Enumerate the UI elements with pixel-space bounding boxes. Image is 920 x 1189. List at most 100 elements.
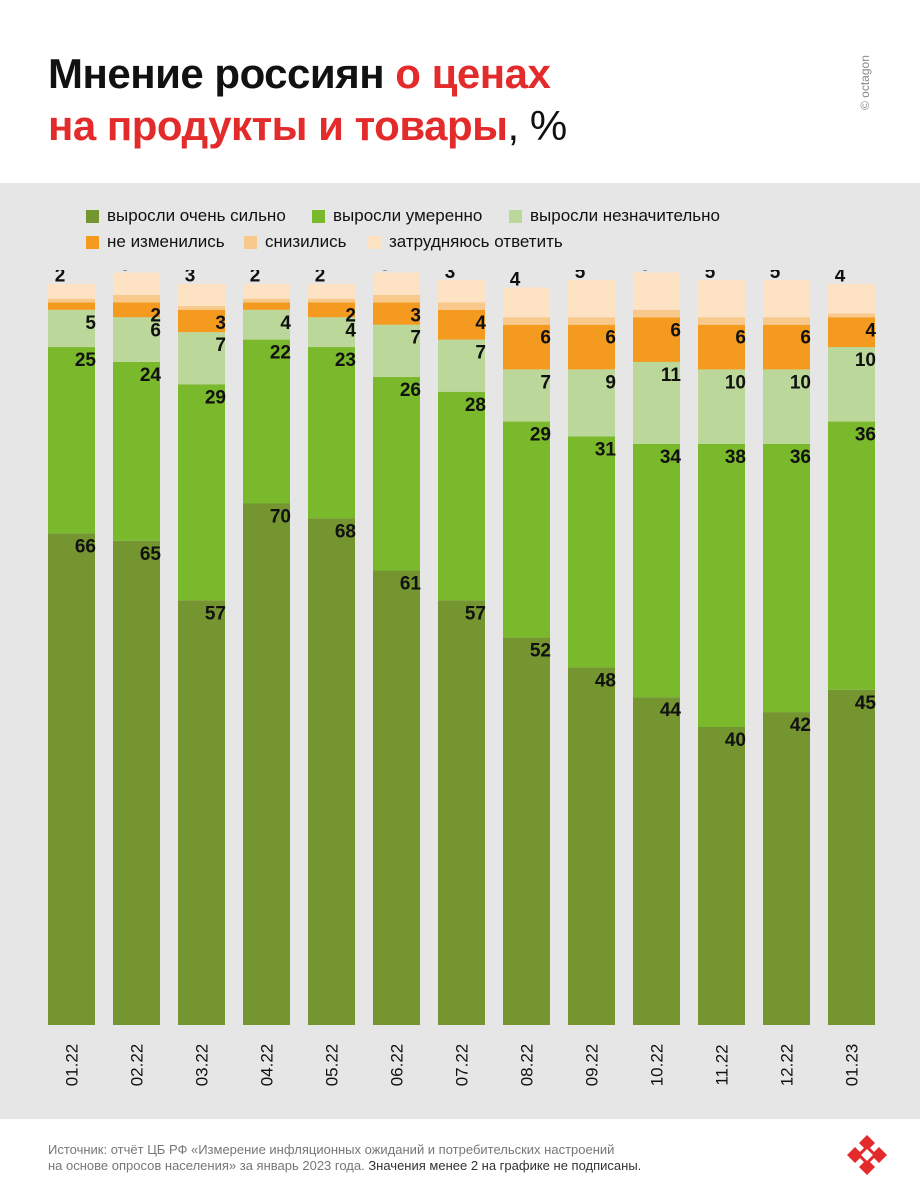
bar-segment	[373, 570, 420, 1025]
data-label: 5	[640, 270, 651, 276]
legend-label: выросли очень сильно	[107, 206, 286, 225]
data-label: 2	[315, 270, 326, 287]
bar-segment	[633, 697, 680, 1025]
footer-source: Источник: отчёт ЦБ РФ «Измерение инфляци…	[48, 1142, 808, 1174]
data-label: 5	[705, 270, 716, 283]
data-label: 36	[790, 447, 811, 468]
bar-segment	[828, 347, 875, 422]
legend-label: не изменились	[107, 232, 225, 251]
bar-segment	[308, 317, 355, 348]
data-label: 4	[510, 270, 521, 290]
data-label: 68	[335, 521, 356, 542]
data-label: 44	[660, 700, 682, 721]
bar-segment	[698, 324, 745, 370]
title-part-1: Мнение россиян	[48, 50, 396, 97]
x-tick-label: 03.22	[193, 1044, 212, 1087]
bar-segment	[48, 298, 95, 303]
x-tick-label: 11.22	[713, 1044, 732, 1085]
x-tick-label: 10.22	[648, 1044, 667, 1087]
bar-segment	[763, 712, 810, 1025]
legend-label: снизились	[265, 232, 347, 251]
data-label: 5	[575, 270, 586, 283]
legend-item-moderate: выросли умеренно	[312, 206, 482, 226]
data-label: 61	[400, 574, 422, 595]
bar-segment	[438, 391, 485, 601]
title-part-3: на продукты и товары	[48, 102, 508, 149]
data-label: 40	[725, 730, 746, 751]
x-tick-label: 01.22	[63, 1044, 82, 1087]
legend-swatch	[244, 235, 257, 249]
x-tick-label: 01.23	[843, 1044, 862, 1087]
bar-segment	[308, 518, 355, 1025]
bar-segment	[373, 324, 420, 377]
bar-segment	[568, 280, 615, 318]
bar-segment	[178, 283, 225, 307]
bar-segment	[373, 294, 420, 303]
bar-segment	[503, 287, 550, 318]
bar-segment	[308, 302, 355, 318]
data-label: 4	[280, 313, 291, 334]
data-label: 4	[835, 270, 846, 287]
bar-segment	[178, 306, 225, 310]
legend-swatch	[312, 209, 325, 223]
bar-segment	[503, 369, 550, 422]
data-label: 10	[790, 372, 811, 393]
legend-item-decreased: снизились	[244, 232, 346, 252]
data-label: 22	[270, 343, 291, 364]
bar-segment	[178, 332, 225, 385]
data-label: 45	[855, 693, 877, 714]
bar-segment	[828, 283, 875, 314]
bar-segment	[243, 302, 290, 310]
bar-segment	[113, 361, 160, 541]
bar-segment	[568, 436, 615, 668]
data-label: 7	[475, 343, 486, 364]
bar-segment	[48, 533, 95, 1025]
data-label: 65	[140, 544, 162, 565]
data-label: 11	[661, 365, 682, 386]
bar-segment	[633, 309, 680, 318]
data-label: 3	[120, 270, 131, 276]
data-label: 66	[75, 536, 96, 557]
bar-segment	[113, 540, 160, 1025]
bar-segment	[568, 667, 615, 1025]
data-label: 6	[605, 328, 616, 349]
legend-item-unchanged: не изменились	[86, 232, 225, 252]
bar-segment	[503, 324, 550, 370]
bar-segment	[763, 317, 810, 325]
bar-segment	[438, 302, 485, 310]
x-tick-label: 06.22	[388, 1044, 407, 1087]
legend-item-strong: выросли очень сильно	[86, 206, 286, 226]
bar-segment	[633, 317, 680, 362]
data-label: 31	[595, 439, 617, 460]
bar-segment	[763, 443, 810, 713]
bar-segment	[828, 313, 875, 318]
legend-item-slight: выросли незначительно	[509, 206, 720, 226]
data-label: 38	[725, 447, 746, 468]
bar-segment	[113, 294, 160, 303]
legend-swatch	[509, 209, 522, 223]
bar-segment	[243, 298, 290, 303]
bar-segment	[113, 302, 160, 318]
data-label: 5	[85, 313, 96, 334]
bar-segment	[178, 384, 225, 601]
bar-segment	[243, 283, 290, 299]
data-label: 57	[205, 603, 226, 624]
legend-item-dont-know: затрудняюсь ответить	[368, 232, 563, 252]
credit-watermark: © octagon	[858, 55, 872, 110]
bar-segment	[568, 317, 615, 325]
bar-segment	[438, 280, 485, 303]
bar-segment	[698, 443, 745, 727]
data-label: 7	[540, 372, 551, 393]
data-label: 4	[865, 320, 876, 341]
title-part-2: о ценах	[395, 50, 551, 97]
octagon-logo-icon	[847, 1135, 887, 1175]
data-label: 48	[595, 670, 616, 691]
data-label: 10	[725, 372, 746, 393]
bar-segment	[438, 600, 485, 1025]
legend-label: затрудняюсь ответить	[389, 232, 563, 251]
bar-segment	[633, 443, 680, 698]
data-label: 6	[540, 328, 551, 349]
bar-segment	[113, 272, 160, 295]
bar-segment	[633, 361, 680, 444]
stacked-bar-chart: 66255201.22652462302.22572973303.2270224…	[48, 270, 877, 1087]
